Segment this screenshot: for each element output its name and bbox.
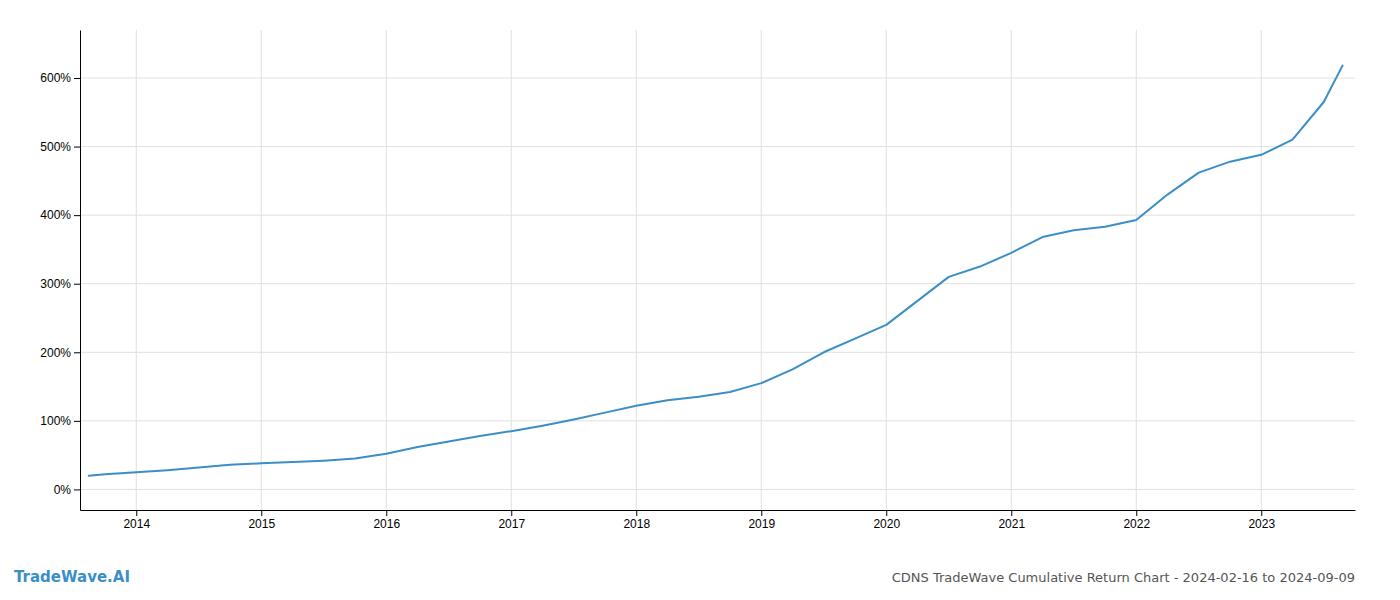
y-grid-line bbox=[80, 420, 1355, 421]
x-tick-label: 2023 bbox=[1248, 517, 1275, 531]
y-tick-label: 200% bbox=[40, 346, 71, 360]
title: CDNS TradeWave Cumulative Return Chart -… bbox=[892, 570, 1355, 585]
x-tick-label: 2020 bbox=[873, 517, 900, 531]
x-tick: 2022 bbox=[1123, 510, 1150, 531]
y-tick-mark bbox=[74, 421, 80, 422]
y-tick: 200% bbox=[40, 346, 80, 360]
x-grid-line bbox=[1011, 30, 1012, 510]
x-tick: 2017 bbox=[498, 510, 525, 531]
line bbox=[89, 66, 1343, 476]
y-tick-mark bbox=[74, 489, 80, 490]
y-grid-line bbox=[80, 146, 1355, 147]
y-grid-line bbox=[80, 489, 1355, 490]
y-tick-label: 600% bbox=[40, 71, 71, 85]
y-grid-line bbox=[80, 352, 1355, 353]
y-tick-label: 500% bbox=[40, 140, 71, 154]
y-grid-line bbox=[80, 215, 1355, 216]
x-grid-line bbox=[761, 30, 762, 510]
x-grid-line bbox=[511, 30, 512, 510]
y-grid-line bbox=[80, 78, 1355, 79]
x-axis: 2014 2015 2016 2017 2018 2019 2020 2021 2022 2023 bbox=[81, 510, 1356, 531]
x-grid-line bbox=[386, 30, 387, 510]
x-tick-mark bbox=[761, 510, 762, 516]
x-tick-mark bbox=[1136, 510, 1137, 516]
x-tick: 2020 bbox=[873, 510, 900, 531]
y-tick-label: 0% bbox=[54, 483, 72, 497]
annotation: TradeWave.AI bbox=[14, 568, 130, 586]
x-tick: 2014 bbox=[123, 510, 150, 531]
x-grid-line bbox=[136, 30, 137, 510]
x-tick-mark bbox=[636, 510, 637, 516]
x-tick-label: 2018 bbox=[623, 517, 650, 531]
x-tick-mark bbox=[386, 510, 387, 516]
marks bbox=[89, 66, 1343, 476]
x-tick-label: 2019 bbox=[748, 517, 775, 531]
x-grid-line bbox=[261, 30, 262, 510]
y-tick: 400% bbox=[40, 208, 80, 222]
x-tick: 2021 bbox=[998, 510, 1025, 531]
y-tick: 500% bbox=[40, 140, 80, 154]
y-tick-mark bbox=[74, 284, 80, 285]
x-tick: 2018 bbox=[623, 510, 650, 531]
x-grid-line bbox=[886, 30, 887, 510]
y-tick-mark bbox=[74, 352, 80, 353]
x-tick: 2023 bbox=[1248, 510, 1275, 531]
y-tick: 0% bbox=[54, 483, 80, 497]
y-tick-label: 100% bbox=[40, 414, 71, 428]
y-tick-label: 300% bbox=[40, 277, 71, 291]
x-tick-mark bbox=[261, 510, 262, 516]
x-grid-line bbox=[1136, 30, 1137, 510]
y-tick-label: 400% bbox=[40, 208, 71, 222]
x-tick-label: 2016 bbox=[373, 517, 400, 531]
x-tick: 2016 bbox=[373, 510, 400, 531]
y-tick: 100% bbox=[40, 414, 80, 428]
x-tick-mark bbox=[1011, 510, 1012, 516]
y-tick: 600% bbox=[40, 71, 80, 85]
y-axis: 0% 100% 200% 300% 400% 500% 600% bbox=[40, 31, 80, 511]
grid bbox=[80, 30, 1355, 510]
x-grid-line bbox=[1261, 30, 1262, 510]
x-tick-mark bbox=[511, 510, 512, 516]
x-tick-mark bbox=[886, 510, 887, 516]
x-tick-label: 2017 bbox=[498, 517, 525, 531]
x-axis-line bbox=[81, 510, 1356, 511]
x-tick: 2019 bbox=[748, 510, 775, 531]
y-tick: 300% bbox=[40, 277, 80, 291]
chart: 2014 2015 2016 2017 2018 2019 2020 2021 2022 2023… bbox=[0, 0, 1400, 600]
y-tick-mark bbox=[74, 147, 80, 148]
x-tick-label: 2014 bbox=[123, 517, 150, 531]
y-tick-mark bbox=[74, 78, 80, 79]
y-grid-line bbox=[80, 283, 1355, 284]
plot: 2014 2015 2016 2017 2018 2019 2020 2021 2022 2023… bbox=[40, 30, 1355, 531]
x-tick-mark bbox=[1261, 510, 1262, 516]
x-tick-label: 2015 bbox=[248, 517, 275, 531]
x-grid-line bbox=[636, 30, 637, 510]
x-tick-label: 2022 bbox=[1123, 517, 1150, 531]
y-axis-line bbox=[80, 31, 81, 511]
x-tick: 2015 bbox=[248, 510, 275, 531]
y-tick-mark bbox=[74, 215, 80, 216]
x-tick-mark bbox=[136, 510, 137, 516]
x-tick-label: 2021 bbox=[998, 517, 1025, 531]
